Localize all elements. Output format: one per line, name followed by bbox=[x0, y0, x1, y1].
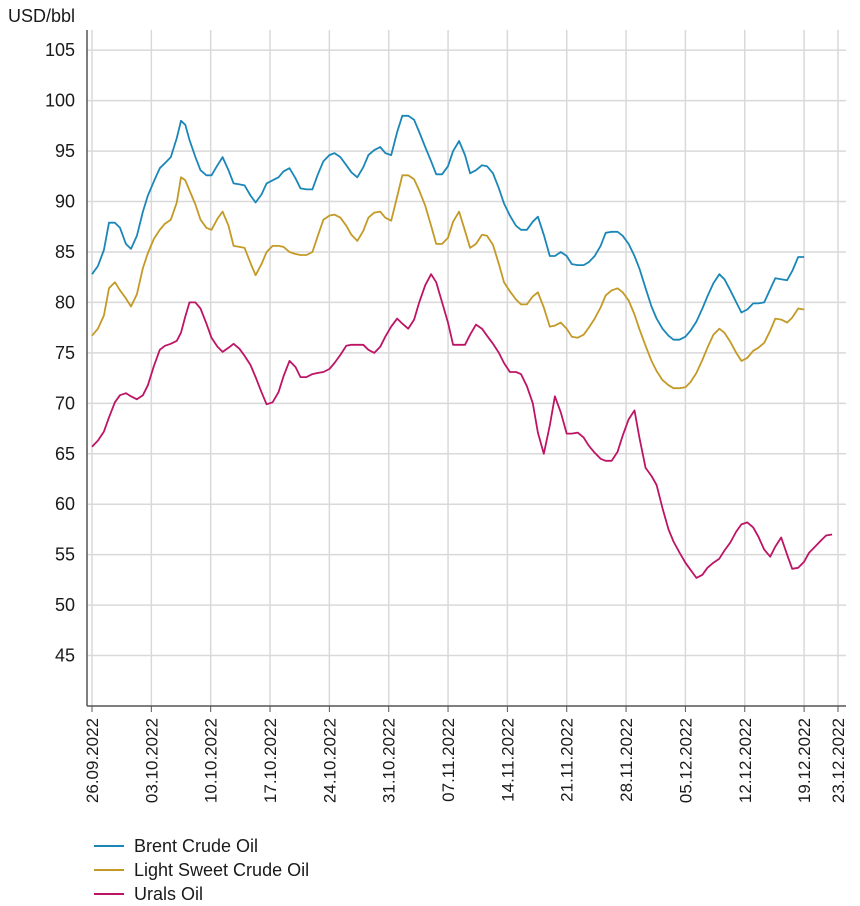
y-tick-label: 80 bbox=[55, 292, 75, 312]
gridlines bbox=[87, 30, 846, 706]
x-tick-label: 23.12.2022 bbox=[829, 718, 848, 803]
y-tick-label: 85 bbox=[55, 242, 75, 262]
x-tick-label: 05.12.2022 bbox=[676, 718, 695, 803]
series-line-brent bbox=[91, 114, 805, 341]
legend-label-urals: Urals Oil bbox=[134, 883, 204, 904]
y-tick-label: 70 bbox=[55, 393, 75, 413]
series-lines bbox=[91, 114, 833, 579]
y-tick-label: 50 bbox=[55, 595, 75, 615]
x-tick-label: 31.10.2022 bbox=[380, 718, 399, 803]
y-tick-label: 45 bbox=[55, 646, 75, 666]
x-tick-label: 19.12.2022 bbox=[795, 718, 814, 803]
y-tick-label: 55 bbox=[55, 545, 75, 565]
y-tick-label: 75 bbox=[55, 343, 75, 363]
x-tick-label: 17.10.2022 bbox=[261, 718, 280, 803]
x-tick-label: 26.09.2022 bbox=[83, 718, 102, 803]
y-tick-label: 95 bbox=[55, 141, 75, 161]
y-tick-label: 65 bbox=[55, 444, 75, 464]
x-tick-label: 12.12.2022 bbox=[736, 718, 755, 803]
x-tick-label: 24.10.2022 bbox=[320, 718, 339, 803]
legend-item-urals: Urals Oil bbox=[94, 882, 309, 906]
legend: Brent Crude Oil Light Sweet Crude Oil Ur… bbox=[94, 834, 309, 906]
y-axis-label: USD/bbl bbox=[8, 6, 75, 26]
x-tick-label: 14.11.2022 bbox=[498, 718, 517, 802]
legend-item-brent: Brent Crude Oil bbox=[94, 834, 309, 858]
x-tick-label: 10.10.2022 bbox=[202, 718, 221, 803]
x-tick-label: 07.11.2022 bbox=[439, 718, 458, 802]
y-tick-label: 60 bbox=[55, 494, 75, 514]
y-tick-label: 100 bbox=[45, 91, 75, 111]
legend-label-brent: Brent Crude Oil bbox=[134, 835, 259, 856]
x-tick-label: 03.10.2022 bbox=[142, 718, 161, 803]
x-tick-label: 28.11.2022 bbox=[617, 718, 636, 802]
legend-label-light-sweet: Light Sweet Crude Oil bbox=[134, 859, 310, 880]
legend-swatch-light-sweet bbox=[94, 869, 124, 871]
y-tick-label: 105 bbox=[45, 40, 75, 60]
series-line-urals bbox=[91, 273, 833, 579]
y-tick-label: 90 bbox=[55, 192, 75, 212]
legend-swatch-brent bbox=[94, 845, 124, 847]
x-tick-label: 21.11.2022 bbox=[558, 718, 577, 802]
legend-swatch-urals bbox=[94, 893, 124, 895]
legend-item-light-sweet: Light Sweet Crude Oil bbox=[94, 858, 309, 882]
series-line-light-sweet bbox=[91, 174, 805, 390]
axes: 45 50 55 60 65 70 75 80 85 90 95 100 105 26.09.2022 03… bbox=[45, 30, 848, 803]
